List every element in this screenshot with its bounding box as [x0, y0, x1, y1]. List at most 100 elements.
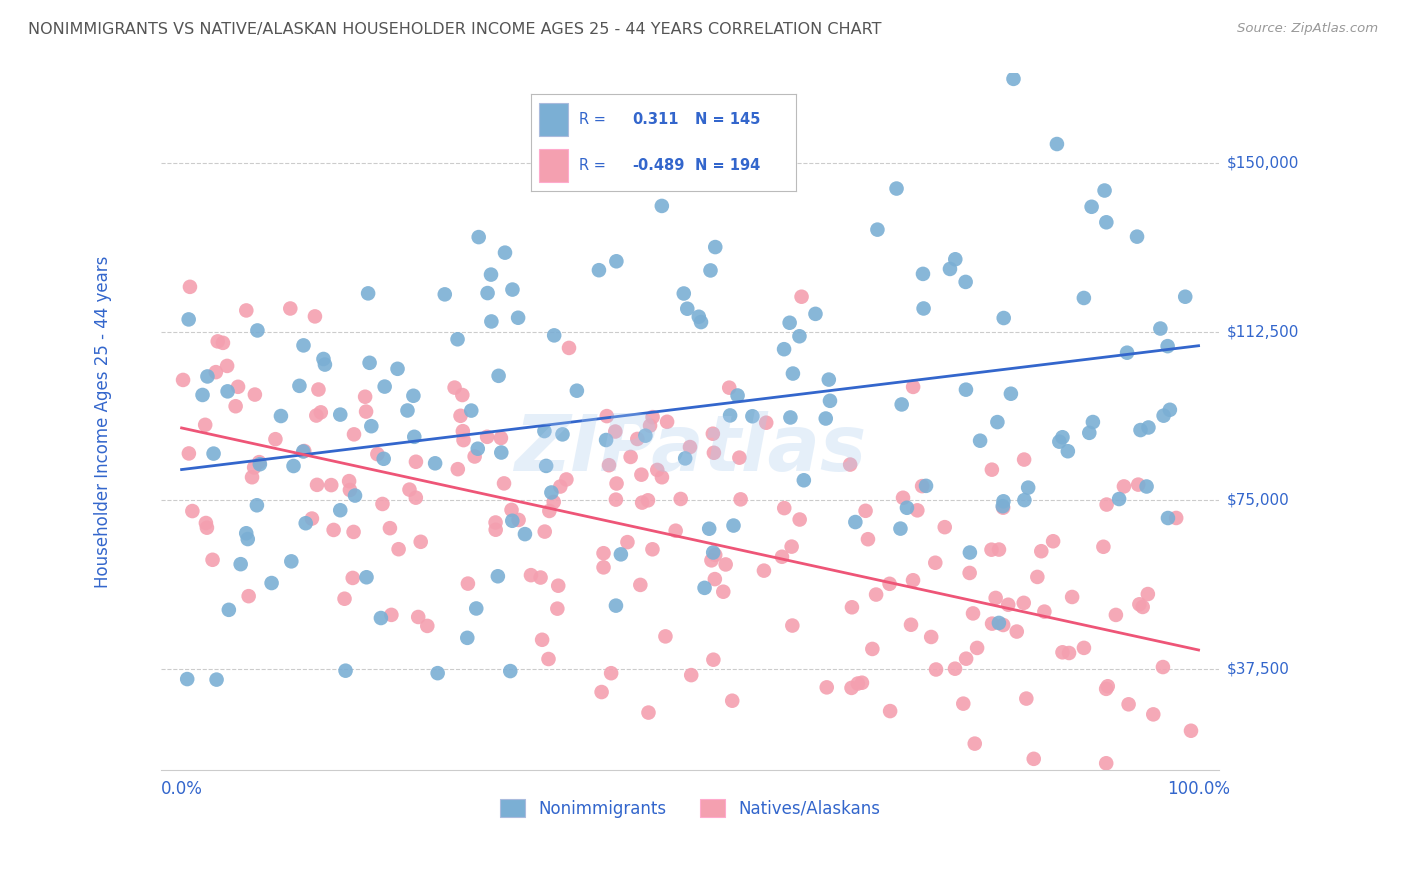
- Point: [235, 303, 257, 318]
- Point: [1125, 773, 1147, 788]
- Point: [815, 681, 838, 695]
- Point: [477, 286, 499, 301]
- Point: [628, 578, 651, 592]
- Point: [489, 431, 512, 445]
- Point: [915, 479, 938, 493]
- Point: [605, 425, 627, 439]
- Point: [741, 409, 763, 424]
- Point: [205, 365, 228, 379]
- Point: [688, 310, 710, 324]
- Point: [555, 473, 578, 487]
- Point: [704, 548, 727, 562]
- Point: [641, 542, 664, 557]
- Point: [1108, 491, 1130, 506]
- Point: [616, 535, 638, 549]
- Point: [337, 474, 360, 488]
- Point: [773, 501, 796, 516]
- Point: [370, 611, 392, 625]
- Point: [1014, 493, 1036, 508]
- Text: $112,500: $112,500: [1227, 324, 1299, 339]
- Point: [634, 428, 657, 442]
- Point: [592, 546, 614, 560]
- Point: [655, 415, 678, 429]
- Point: [292, 338, 315, 352]
- Point: [779, 316, 801, 330]
- Point: [1062, 782, 1084, 797]
- Point: [558, 341, 581, 355]
- Point: [342, 524, 364, 539]
- Point: [1047, 434, 1070, 449]
- Point: [179, 280, 201, 294]
- Point: [177, 312, 200, 326]
- Point: [243, 387, 266, 401]
- Point: [467, 230, 489, 244]
- Point: [453, 433, 475, 447]
- Point: [551, 427, 574, 442]
- Point: [890, 397, 912, 411]
- Point: [1056, 444, 1078, 458]
- Point: [217, 359, 239, 373]
- Point: [550, 479, 572, 493]
- Point: [600, 666, 623, 681]
- Point: [727, 388, 749, 402]
- Point: [1152, 660, 1174, 674]
- Text: $150,000: $150,000: [1227, 155, 1299, 170]
- Point: [177, 446, 200, 460]
- Point: [665, 524, 688, 538]
- Point: [702, 426, 724, 441]
- Point: [1135, 479, 1157, 493]
- Point: [920, 630, 942, 644]
- Point: [889, 522, 911, 536]
- Point: [630, 467, 652, 482]
- Point: [804, 307, 827, 321]
- Point: [217, 384, 239, 399]
- Point: [702, 653, 724, 667]
- Point: [993, 494, 1015, 508]
- Point: [405, 455, 427, 469]
- Legend: Nonimmigrants, Natives/Alaskans: Nonimmigrants, Natives/Alaskans: [494, 792, 887, 824]
- Point: [492, 476, 515, 491]
- Point: [307, 383, 329, 397]
- Point: [475, 430, 498, 444]
- Point: [312, 351, 335, 366]
- Point: [1052, 645, 1074, 659]
- Point: [697, 522, 720, 536]
- Point: [229, 557, 252, 571]
- Point: [681, 668, 703, 682]
- Point: [866, 222, 889, 236]
- Point: [865, 588, 887, 602]
- Point: [235, 526, 257, 541]
- Point: [855, 504, 877, 518]
- Point: [238, 589, 260, 603]
- Point: [673, 451, 696, 466]
- Point: [956, 33, 979, 47]
- Point: [529, 570, 551, 584]
- Point: [380, 607, 402, 622]
- Point: [637, 706, 659, 720]
- Point: [479, 268, 502, 282]
- Point: [201, 553, 224, 567]
- Point: [460, 403, 482, 417]
- Point: [1057, 646, 1080, 660]
- Point: [513, 527, 536, 541]
- Point: [651, 470, 673, 484]
- Point: [506, 310, 529, 325]
- Point: [191, 388, 214, 402]
- Point: [645, 463, 668, 477]
- Point: [371, 497, 394, 511]
- Point: [980, 463, 1002, 477]
- Point: [1128, 597, 1150, 611]
- Point: [955, 275, 977, 289]
- Point: [225, 399, 247, 413]
- Point: [501, 514, 523, 528]
- Text: Householder Income Ages 25 - 44 years: Householder Income Ages 25 - 44 years: [94, 255, 112, 588]
- Point: [443, 381, 465, 395]
- Point: [531, 632, 554, 647]
- Point: [1105, 607, 1128, 622]
- Point: [770, 549, 793, 564]
- Point: [1157, 511, 1180, 525]
- Point: [1118, 698, 1140, 712]
- Point: [1062, 590, 1084, 604]
- Point: [654, 629, 676, 643]
- Point: [212, 335, 235, 350]
